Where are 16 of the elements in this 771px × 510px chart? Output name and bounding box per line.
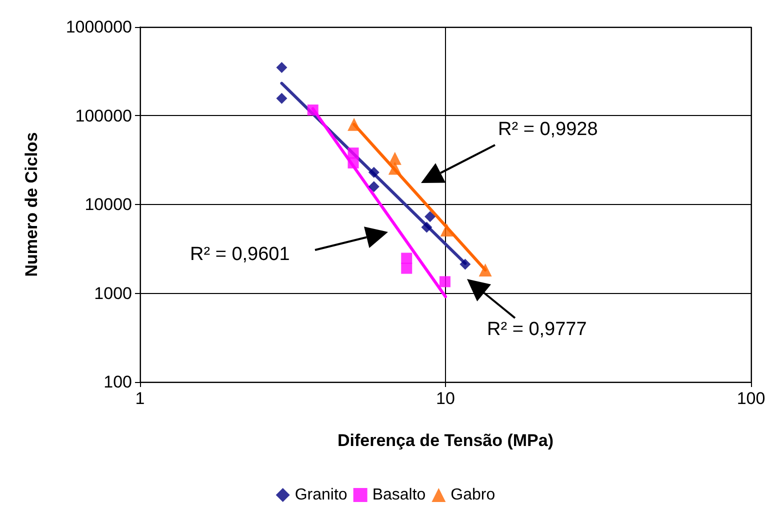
annotation: R² = 0,9928 bbox=[498, 119, 598, 141]
legend-label: Gabro bbox=[450, 486, 496, 504]
annotation: R² = 0,9601 bbox=[190, 244, 290, 266]
y-tick-label: 10000 bbox=[84, 195, 132, 214]
y-tick-label: 1000000 bbox=[66, 18, 132, 36]
x-tick-label: 100 bbox=[736, 389, 766, 408]
y-tick-label: 100000 bbox=[75, 106, 132, 126]
x-tick-label: 10 bbox=[436, 389, 455, 408]
legend-label: Granito bbox=[294, 486, 348, 504]
annotation: R² = 0,9777 bbox=[487, 319, 587, 341]
x-axis-title: Diferença de Tensão (MPa) bbox=[337, 431, 554, 450]
y-tick-label: 1000 bbox=[94, 284, 132, 303]
y-axis-title: Numero de Ciclos bbox=[22, 132, 41, 277]
x-tick-label: 1 bbox=[135, 389, 145, 408]
y-tick-label: 100 bbox=[104, 372, 132, 392]
legend-label: Basalto bbox=[372, 486, 426, 504]
